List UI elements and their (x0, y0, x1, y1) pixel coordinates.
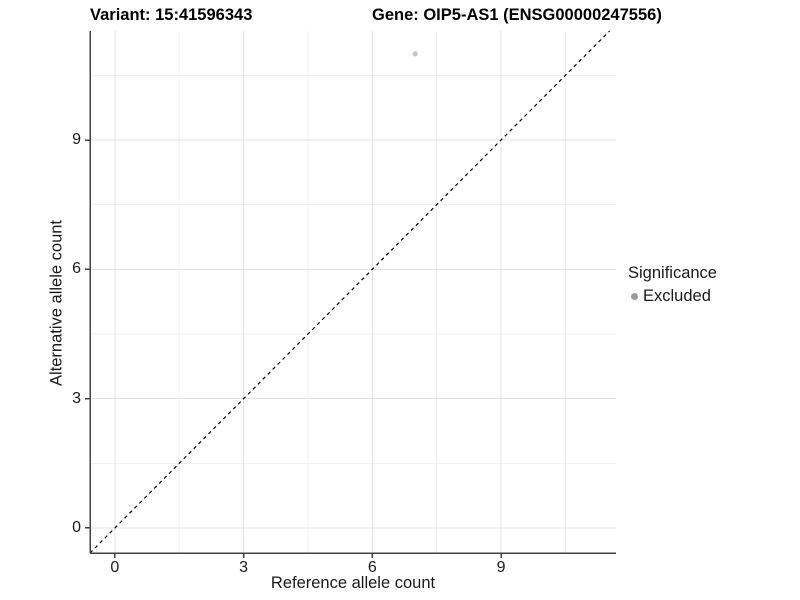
x-tick-label: 6 (367, 559, 377, 576)
x-tick-label: 0 (110, 559, 120, 576)
legend-item-label: Excluded (643, 287, 711, 305)
x-tick-label: 9 (496, 559, 506, 576)
legend-point-icon (631, 293, 638, 300)
data-point (412, 51, 418, 57)
variant-title: Variant: 15:41596343 (90, 6, 253, 24)
y-tick-label: 9 (72, 131, 81, 149)
legend: Significance Excluded (628, 264, 717, 306)
y-tick-label: 0 (72, 518, 81, 536)
y-tick-label: 3 (72, 389, 81, 407)
y-tick-label: 6 (72, 260, 81, 278)
gene-title: Gene: OIP5-AS1 (ENSG00000247556) (372, 6, 662, 24)
x-tick-label: 3 (239, 559, 249, 576)
x-axis-title: Reference allele count (270, 574, 436, 592)
legend-title: Significance (628, 264, 717, 282)
plot-canvas (85, 30, 616, 558)
y-axis-title: Alternative allele count (47, 219, 66, 387)
identity-dashed-line (89, 30, 610, 554)
plot-panel (85, 30, 616, 558)
legend-item-excluded: Excluded (628, 287, 717, 306)
